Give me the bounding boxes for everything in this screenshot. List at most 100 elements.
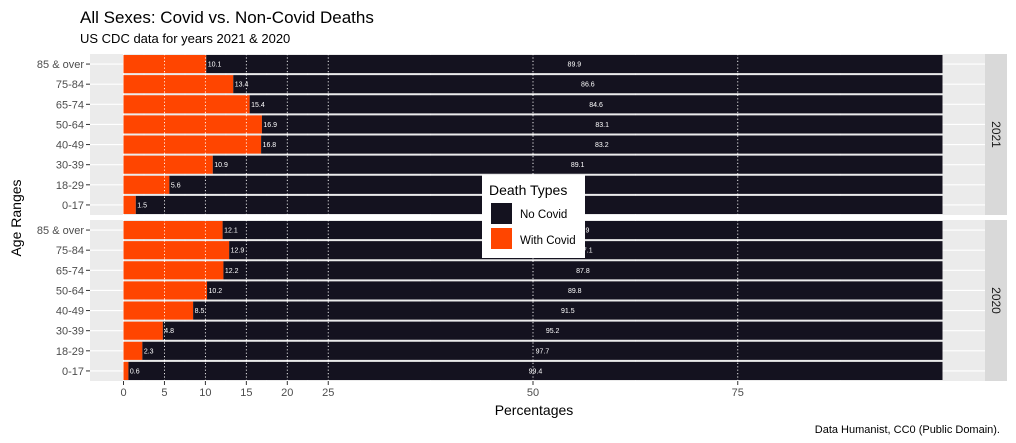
y-tick-label: 65-74 bbox=[56, 99, 84, 111]
data-label-with-covid: 2.3 bbox=[144, 348, 154, 355]
bar-with-covid bbox=[123, 341, 143, 360]
data-label-with-covid: 16.9 bbox=[263, 122, 277, 129]
data-label-no-covid: 84.6 bbox=[589, 102, 603, 109]
y-tick-label: 50-64 bbox=[56, 119, 84, 131]
panel-2020: 12.187.912.987.112.287.810.289.88.591.54… bbox=[90, 220, 1007, 381]
facet-strip bbox=[985, 220, 1007, 381]
data-label-no-covid: 83.1 bbox=[595, 122, 609, 129]
data-label-with-covid: 12.9 bbox=[231, 248, 245, 255]
legend-title: Death Types bbox=[489, 182, 567, 198]
bar-with-covid bbox=[123, 361, 129, 380]
y-tick-label: 18-29 bbox=[56, 180, 84, 192]
data-label-with-covid: 8.5 bbox=[195, 308, 205, 315]
facet-label-2021: 2021 bbox=[989, 121, 1003, 148]
data-label-no-covid: 97.7 bbox=[536, 348, 550, 355]
data-label-with-covid: 12.1 bbox=[224, 228, 238, 235]
bar-with-covid bbox=[123, 301, 194, 320]
data-label-no-covid: 87.8 bbox=[576, 268, 590, 275]
bar-with-covid bbox=[123, 321, 163, 340]
data-label-with-covid: 10.9 bbox=[214, 162, 228, 169]
y-tick-label: 40-49 bbox=[56, 140, 84, 152]
chart-title: All Sexes: Covid vs. Non-Covid Deaths bbox=[80, 8, 374, 27]
data-label-with-covid: 16.8 bbox=[263, 142, 277, 149]
y-tick-label: 85 & over bbox=[37, 59, 84, 71]
data-label-with-covid: 15.4 bbox=[251, 102, 265, 109]
data-label-no-covid: 91.5 bbox=[561, 308, 575, 315]
x-tick-label: 0 bbox=[120, 387, 126, 399]
bar-with-covid bbox=[123, 135, 262, 154]
bar-with-covid bbox=[123, 241, 230, 260]
data-label-no-covid: 89.8 bbox=[568, 288, 582, 295]
data-label-with-covid: 0.6 bbox=[130, 368, 140, 375]
bar-with-covid bbox=[123, 281, 208, 300]
data-label-no-covid: 89.9 bbox=[568, 62, 582, 69]
bar-no-covid bbox=[233, 75, 943, 94]
bar-with-covid bbox=[123, 55, 207, 74]
x-tick-label: 5 bbox=[161, 387, 167, 399]
y-tick-label: 85 & over bbox=[37, 225, 84, 237]
bar-with-covid bbox=[123, 261, 224, 280]
bar-no-covid bbox=[128, 361, 943, 380]
x-tick-label: 75 bbox=[732, 387, 744, 399]
bar-no-covid bbox=[249, 95, 943, 114]
data-label-with-covid: 12.2 bbox=[225, 268, 239, 275]
bar-no-covid bbox=[193, 301, 943, 320]
data-label-no-covid: 99.4 bbox=[529, 368, 543, 375]
data-label-with-covid: 10.1 bbox=[208, 62, 222, 69]
bar-with-covid bbox=[123, 95, 250, 114]
y-tick-label: 50-64 bbox=[56, 285, 84, 297]
bar-with-covid bbox=[123, 115, 262, 134]
bar-with-covid bbox=[123, 175, 170, 194]
y-tick-label: 0-17 bbox=[62, 366, 84, 378]
bar-no-covid bbox=[207, 281, 943, 300]
bar-with-covid bbox=[123, 75, 234, 94]
x-axis: 0 5 10 15 20 25 50 75 bbox=[120, 381, 744, 399]
y-tick-label: 75-84 bbox=[56, 245, 84, 257]
x-tick-label: 50 bbox=[527, 387, 539, 399]
bar-no-covid bbox=[162, 321, 943, 340]
y-tick-label: 30-39 bbox=[56, 160, 84, 172]
y-tick-label: 65-74 bbox=[56, 265, 84, 277]
facet-strip bbox=[985, 54, 1007, 215]
bar-no-covid bbox=[261, 115, 943, 134]
x-tick-label: 25 bbox=[322, 387, 334, 399]
data-label-with-covid: 1.5 bbox=[137, 202, 147, 209]
bar-no-covid bbox=[223, 261, 943, 280]
bar-no-covid bbox=[229, 241, 943, 260]
legend-label-with-covid: With Covid bbox=[520, 235, 576, 247]
data-label-with-covid: 13.4 bbox=[235, 82, 249, 89]
data-label-with-covid: 5.6 bbox=[171, 182, 181, 189]
x-tick-label: 20 bbox=[281, 387, 293, 399]
x-tick-label: 10 bbox=[199, 387, 211, 399]
y-axis-title: Age Ranges bbox=[8, 179, 24, 256]
bar-with-covid bbox=[123, 155, 213, 174]
data-label-with-covid: 4.8 bbox=[164, 328, 174, 335]
data-label-no-covid: 87.1 bbox=[579, 248, 593, 255]
data-label-with-covid: 10.2 bbox=[209, 288, 223, 295]
bar-with-covid bbox=[123, 195, 136, 214]
y-tick-label: 18-29 bbox=[56, 346, 84, 358]
chart-subtitle: US CDC data for years 2021 & 2020 bbox=[80, 31, 290, 46]
legend-key-no-covid bbox=[491, 203, 512, 224]
data-label-no-covid: 95.2 bbox=[546, 328, 560, 335]
caption: Data Humanist, CC0 (Public Domain). bbox=[815, 424, 1000, 436]
y-tick-label: 40-49 bbox=[56, 306, 84, 318]
data-label-no-covid: 89.1 bbox=[571, 162, 585, 169]
y-tick-label: 75-84 bbox=[56, 79, 84, 91]
bar-with-covid bbox=[123, 221, 223, 240]
legend-label-no-covid: No Covid bbox=[520, 209, 567, 221]
plot-area: 10.1 89.9 13.4 86.6 15.4 84.6 16.9 83.1 16.8 83.2… bbox=[37, 54, 1007, 381]
x-axis-title: Percentages bbox=[495, 402, 574, 418]
y-tick-label: 30-39 bbox=[56, 326, 84, 338]
panel-2021: 10.1 89.9 13.4 86.6 15.4 84.6 16.9 83.1 16.8 83.2… bbox=[90, 54, 1007, 215]
data-label-no-covid: 86.6 bbox=[581, 82, 595, 89]
facet-label-2020: 2020 bbox=[989, 287, 1003, 314]
bar-no-covid bbox=[206, 55, 943, 74]
legend: Death Types No Covid With Covid bbox=[482, 175, 585, 258]
bar-no-covid bbox=[142, 341, 943, 360]
data-label-no-covid: 83.2 bbox=[595, 142, 609, 149]
legend-key-with-covid bbox=[491, 228, 512, 249]
bar-no-covid bbox=[261, 135, 943, 154]
y-tick-label: 0-17 bbox=[62, 200, 84, 212]
